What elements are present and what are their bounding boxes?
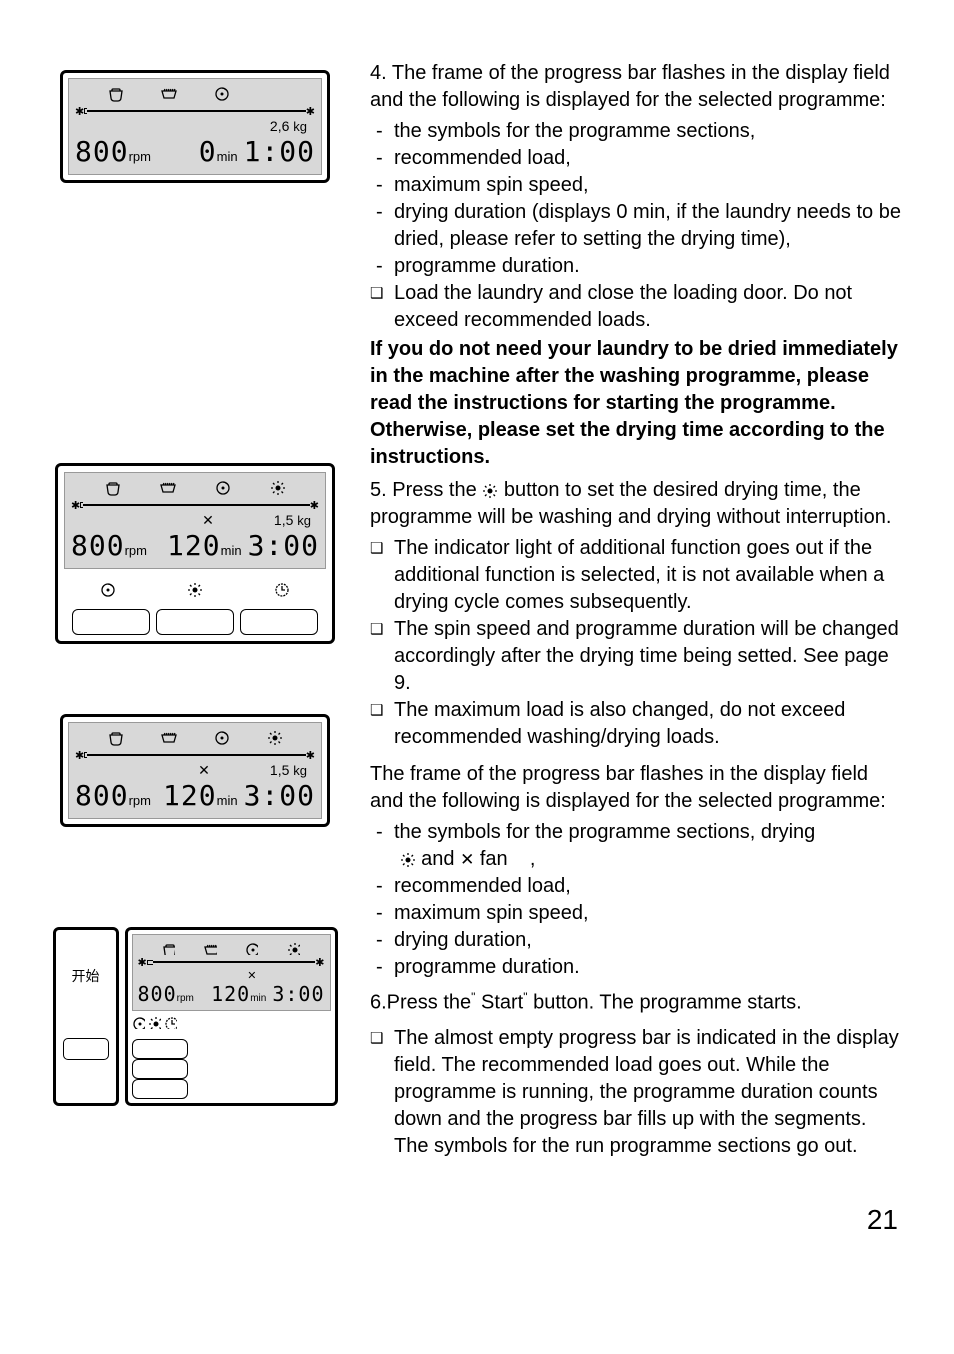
time-value: 1:00 <box>244 135 315 168</box>
page-number: 21 <box>0 1200 954 1256</box>
display-panel-1: 2,6 kg 800rpm 0min 1:00 <box>60 70 330 183</box>
load-value: 2,6 <box>270 118 289 134</box>
step-5-lead-a: 5. Press the <box>370 479 477 501</box>
step-4-item: programme duration. <box>394 253 904 280</box>
prewash-icon <box>162 939 175 954</box>
step-4-item: recommended load, <box>394 145 904 172</box>
spin-icon <box>245 939 258 954</box>
step-5-box-item: The spin speed and programme duration wi… <box>394 616 904 697</box>
step-6-box: The almost empty progress bar is indicat… <box>394 1025 904 1160</box>
mid-item: drying duration, <box>394 927 904 954</box>
step-5-box-item: The maximum load is also changed, do not… <box>394 697 904 751</box>
sun-button-icon[interactable] <box>187 580 203 597</box>
fan-x-icon: ✕ <box>202 512 214 529</box>
step-4-item: maximum spin speed, <box>394 172 904 199</box>
mid-item-sym-c: fan <box>480 848 508 870</box>
rpm-value: 800 <box>75 135 129 168</box>
step-4-box: Load the laundry and close the loading d… <box>394 280 904 334</box>
sun-icon <box>482 482 498 500</box>
spin-icon <box>214 729 230 747</box>
clock-button-icon[interactable] <box>274 580 290 597</box>
step-4-item: drying duration (displays 0 min, if the … <box>394 199 904 253</box>
step-5-box-item: The indicator light of additional functi… <box>394 535 904 616</box>
min-value: 0 <box>199 135 217 168</box>
prewash-icon <box>105 479 121 497</box>
fan-x-icon: ✕ <box>247 969 256 982</box>
fan-x-icon: ✕ <box>198 762 210 779</box>
start-button-box[interactable]: 开始 <box>53 927 119 1106</box>
fan-x-icon: ✕ <box>460 851 474 868</box>
sun-button-icon[interactable] <box>148 1015 161 1029</box>
display-panel-3: ✕ 1,5 kg 800rpm 120min 3:00 <box>60 714 330 827</box>
display-panel-2: ✕ 1,5 kg 800rpm 120min 3:00 <box>55 463 335 644</box>
prewash-icon <box>108 85 124 103</box>
wash-icon <box>160 479 176 497</box>
mid-item: programme duration. <box>394 954 904 981</box>
mid-item: maximum spin speed, <box>394 900 904 927</box>
spin-icon <box>214 85 230 103</box>
sun-icon <box>267 729 283 747</box>
prewash-icon <box>108 729 124 747</box>
display-panel-4-group: 开始 ✕ 800rpm <box>53 927 338 1106</box>
option-button[interactable] <box>240 609 318 635</box>
wash-icon <box>161 85 177 103</box>
step-6-lead-c: button. The programme starts. <box>533 992 802 1014</box>
option-button[interactable] <box>132 1079 188 1099</box>
option-button[interactable] <box>72 609 150 635</box>
option-button[interactable] <box>132 1039 188 1059</box>
instruction-text: 4. The frame of the progress bar flashes… <box>370 60 904 1160</box>
start-label: 开始 <box>72 966 100 986</box>
mid-item-sym-a: the symbols for the programme sections, … <box>394 821 815 843</box>
step-6-lead-a: 6.Press the <box>370 992 471 1014</box>
mid-item: recommended load, <box>394 873 904 900</box>
bold-note: If you do not need your laundry to be dr… <box>370 336 904 471</box>
wash-icon <box>161 729 177 747</box>
option-button[interactable] <box>132 1059 188 1079</box>
mid-lead: The frame of the progress bar flashes in… <box>370 761 904 815</box>
spin-button-icon[interactable] <box>100 580 116 597</box>
mid-item-sym-b: and <box>421 848 454 870</box>
clock-button-icon[interactable] <box>164 1015 177 1029</box>
sun-icon <box>400 851 416 869</box>
start-button[interactable] <box>63 1038 109 1060</box>
spin-icon <box>215 479 231 497</box>
wash-icon <box>204 939 217 954</box>
step-4-lead: 4. The frame of the progress bar flashes… <box>370 60 904 114</box>
spin-button-icon[interactable] <box>132 1015 145 1029</box>
step-4-item: the symbols for the programme sections, <box>394 118 904 145</box>
step-6-lead-b: Start <box>481 992 523 1014</box>
option-button[interactable] <box>156 609 234 635</box>
sun-icon <box>270 479 286 497</box>
sun-icon <box>287 939 300 954</box>
